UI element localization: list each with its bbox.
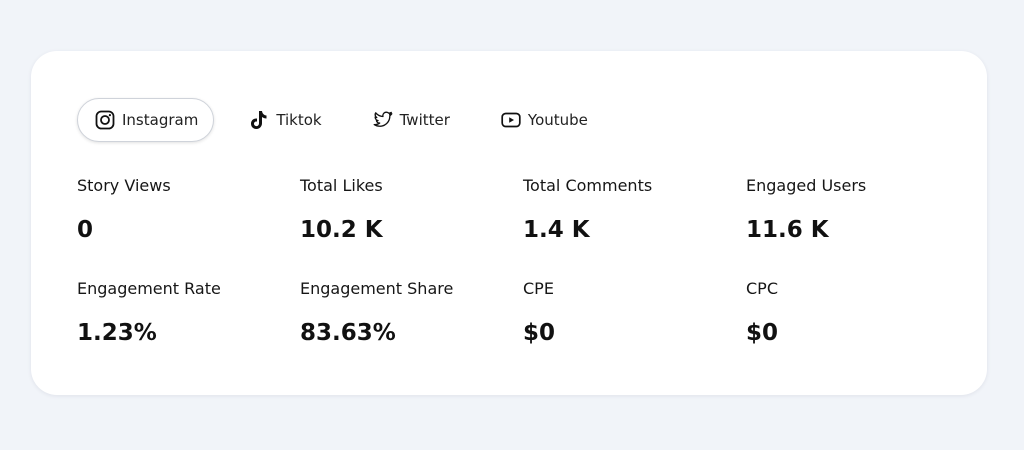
tiktok-icon	[248, 109, 270, 131]
stat-engagement-share: Engagement Share 83.63%	[300, 278, 520, 347]
tab-label: Tiktok	[276, 111, 322, 129]
stat-story-views: Story Views 0	[77, 175, 297, 244]
stat-label: Total Comments	[523, 176, 653, 195]
stat-value: 0	[77, 217, 94, 243]
stat-engagement-rate: Engagement Rate 1.23%	[77, 278, 297, 347]
stat-label: Engagement Rate	[77, 279, 221, 298]
tab-label: Youtube	[527, 111, 588, 129]
stat-label: CPC	[746, 279, 778, 298]
stat-label: Story Views	[77, 176, 171, 195]
tab-instagram[interactable]: Instagram	[77, 98, 215, 142]
stat-cpc: CPC $0	[746, 278, 966, 347]
instagram-icon	[94, 109, 116, 131]
stat-label: CPE	[523, 279, 554, 298]
tab-label: Twitter	[399, 111, 450, 129]
stat-label: Engagement Share	[300, 279, 454, 298]
twitter-icon	[372, 109, 394, 131]
social-stats-card: Instagram Tiktok Twitter	[31, 51, 987, 395]
stat-value: $0	[523, 320, 556, 346]
stat-engaged-users: Engaged Users 11.6 K	[746, 175, 966, 244]
stat-cpe: CPE $0	[523, 278, 743, 347]
platform-tabs: Instagram Tiktok Twitter	[77, 97, 588, 143]
tab-label: Instagram	[122, 111, 199, 129]
stat-value: 10.2 K	[300, 217, 383, 243]
tab-youtube[interactable]: Youtube	[500, 98, 588, 142]
tab-tiktok[interactable]: Tiktok	[248, 98, 322, 142]
stat-value: 11.6 K	[746, 217, 829, 243]
stat-value: 83.63%	[300, 320, 396, 346]
stat-value: 1.23%	[77, 320, 157, 346]
stat-label: Total Likes	[300, 176, 383, 195]
stat-total-comments: Total Comments 1.4 K	[523, 175, 743, 244]
tab-twitter[interactable]: Twitter	[372, 98, 450, 142]
stat-label: Engaged Users	[746, 176, 867, 195]
youtube-icon	[500, 109, 522, 131]
stat-value: $0	[746, 320, 779, 346]
stat-value: 1.4 K	[523, 217, 590, 243]
stat-total-likes: Total Likes 10.2 K	[300, 175, 520, 244]
